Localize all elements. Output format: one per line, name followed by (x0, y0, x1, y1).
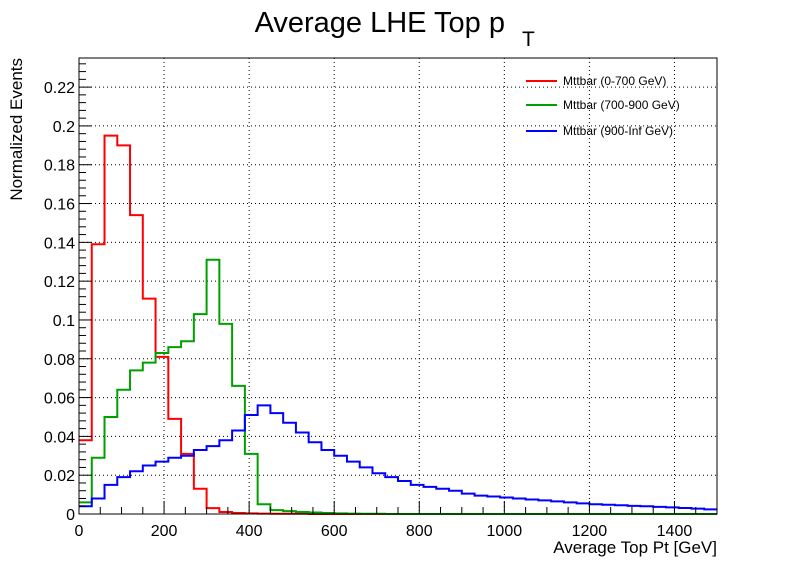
x-tick-label: 1400 (657, 523, 693, 540)
y-tick-label: 0.1 (53, 313, 75, 330)
y-tick-label: 0.14 (44, 235, 75, 252)
legend-label: Mttbar (700-900 GeV) (563, 98, 680, 112)
y-tick-label: 0.22 (44, 80, 75, 97)
legend-label: Mttbar (0-700 GeV) (563, 74, 666, 88)
y-tick-label: 0 (66, 507, 75, 524)
x-tick-label: 1000 (487, 523, 523, 540)
x-tick-label: 400 (236, 523, 263, 540)
axis-ticks (78, 63, 718, 515)
x-tick-label: 1200 (572, 523, 608, 540)
y-axis-label: Normalized Events (7, 58, 26, 201)
grid (79, 58, 717, 514)
y-tick-label: 0.02 (44, 468, 75, 485)
legend-label: Mttbar (900-Inf GeV) (563, 124, 673, 138)
chart-title-subscript: T (522, 28, 535, 51)
series-line (79, 404, 717, 511)
y-tick-label: 0.12 (44, 274, 75, 291)
y-tick-label: 0.06 (44, 391, 75, 408)
legend-item: Mttbar (900-Inf GeV) (526, 124, 673, 138)
legend-item: Mttbar (700-900 GeV) (526, 98, 680, 112)
y-tick-label: 0.08 (44, 352, 75, 369)
tick-labels: 0 200 400 600 800 1000 1200 1400 0 0.02 0.04 0.06 0.… (44, 80, 693, 540)
chart-title: Average LHE Top p (255, 7, 505, 39)
legend: Mttbar (0-700 GeV) Mttbar (700-900 GeV) … (526, 74, 680, 138)
y-tick-label: 0.18 (44, 158, 75, 175)
legend-item: Mttbar (0-700 GeV) (526, 74, 666, 88)
x-tick-label: 200 (151, 523, 178, 540)
x-tick-label: 600 (321, 523, 348, 540)
x-tick-label: 800 (406, 523, 433, 540)
y-tick-label: 0.04 (44, 429, 75, 446)
y-tick-label: 0.16 (44, 197, 75, 214)
y-tick-label: 0.2 (53, 119, 75, 136)
x-tick-label: 0 (75, 523, 84, 540)
x-axis-label: Average Top Pt [GeV] (553, 538, 717, 557)
